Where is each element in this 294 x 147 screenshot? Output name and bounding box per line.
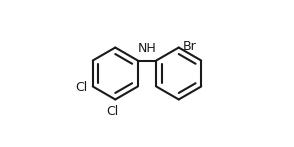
Text: NH: NH [138,42,156,55]
Text: Cl: Cl [106,105,118,118]
Text: Cl: Cl [75,81,87,94]
Text: Br: Br [183,40,197,53]
